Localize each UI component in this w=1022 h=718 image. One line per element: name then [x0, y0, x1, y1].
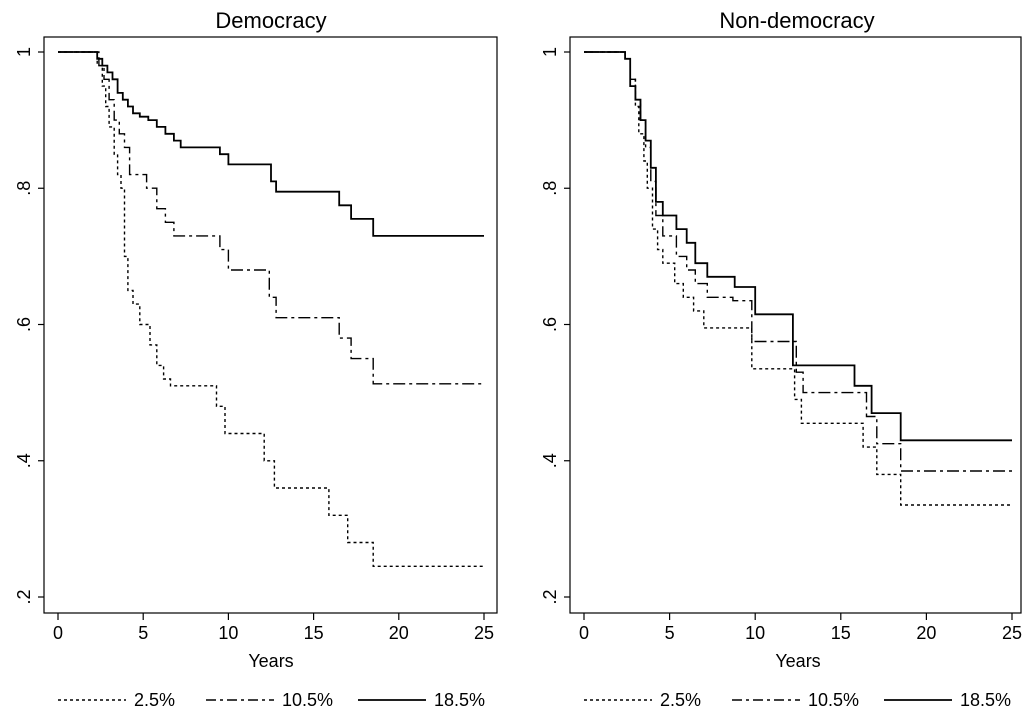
series-line-105 [58, 51, 484, 385]
series-line-185 [584, 51, 1012, 442]
y-tick-label: .8 [14, 181, 34, 196]
x-tick-label: 20 [389, 623, 409, 643]
series-line-105 [584, 51, 1012, 472]
chart-title: Democracy [215, 8, 326, 33]
x-tick-label: 0 [53, 623, 63, 643]
chart-panel-2: Non-democracy.2.4.6.810 5 10 15 20 25Years2.5… [540, 8, 1022, 710]
y-tick-label: .4 [540, 453, 560, 468]
y-tick-label: .8 [540, 181, 560, 196]
y-tick-label: .2 [14, 589, 34, 604]
series-line-185 [58, 51, 484, 237]
x-tick-label: 5 [665, 623, 675, 643]
series-line-25 [584, 51, 1012, 506]
y-tick-label: 1 [540, 47, 560, 57]
plot-frame [569, 36, 1022, 614]
legend-label: 18.5% [960, 690, 1011, 710]
series-line-25 [58, 51, 484, 567]
x-axis-label: Years [248, 651, 293, 671]
chart-title: Non-democracy [719, 8, 874, 33]
y-tick-label: .6 [540, 317, 560, 332]
x-tick-label: 25 [1002, 623, 1022, 643]
x-tick-label: 25 [474, 623, 494, 643]
x-tick-label: 10 [745, 623, 765, 643]
x-tick-label: 20 [916, 623, 936, 643]
legend-label: 10.5% [282, 690, 333, 710]
x-tick-label: 15 [831, 623, 851, 643]
legend-label: 2.5% [660, 690, 701, 710]
legend-label: 10.5% [808, 690, 859, 710]
x-axis-label: Years [775, 651, 820, 671]
x-tick-label: 0 [579, 623, 589, 643]
x-tick-label: 15 [304, 623, 324, 643]
plot-frame [43, 36, 498, 614]
legend-label: 18.5% [434, 690, 485, 710]
x-tick-label: 10 [218, 623, 238, 643]
y-tick-label: .6 [14, 317, 34, 332]
y-tick-label: .4 [14, 453, 34, 468]
y-tick-label: 1 [14, 47, 34, 57]
y-tick-label: .2 [540, 589, 560, 604]
x-tick-label: 5 [138, 623, 148, 643]
legend-label: 2.5% [134, 690, 175, 710]
